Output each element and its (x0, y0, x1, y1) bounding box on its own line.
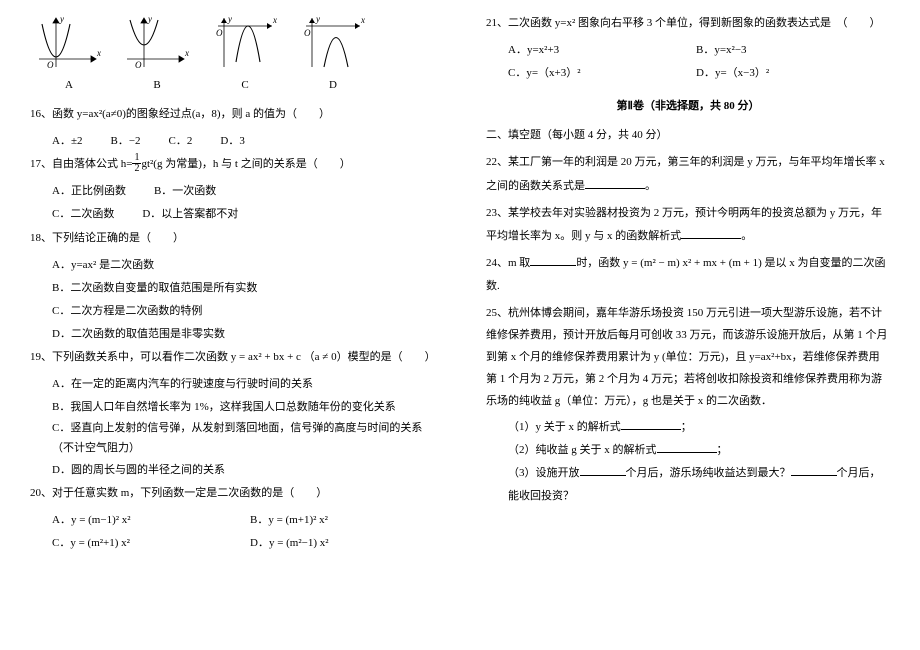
q22: 22、某工厂第一年的利润是 20 万元，第三年的利润是 y 万元，与年平均年增长… (486, 151, 890, 197)
q20-opt-a: A．y = (m−1)² x² (52, 509, 222, 532)
section-2-title: 第Ⅱ卷（非选择题，共 80 分） (486, 95, 890, 118)
q18: 18、下列结论正确的是（ ） (30, 227, 432, 250)
q19-opt-b: B．我国人口年自然增长率为 1%，这样我国人口总数随年份的变化关系 (52, 396, 432, 419)
q25-s3: （3）设施开放个月后，游乐场纯收益达到最大？个月后，能收回投资？ (508, 462, 890, 508)
q21-opt-b: B．y=x²−3 (696, 39, 747, 62)
q17-options-2: C．二次函数 D．以上答案都不对 (52, 203, 432, 226)
svg-text:y: y (315, 14, 320, 24)
q16: 16、函数 y=ax²(a≠0)的图象经过点(a，8)，则 a 的值为（ ） (30, 103, 432, 126)
q20-opt-c: C．y = (m²+1) x² (52, 532, 222, 555)
q20-options-1: A．y = (m−1)² x² B．y = (m+1)² x² (52, 509, 432, 532)
q20-opt-b: B．y = (m+1)² x² (250, 509, 328, 532)
q18-opt-a: A．y=ax² 是二次函数 (52, 254, 432, 277)
q17-post: gt²(g 为常量)，h 与 t 之间的关系是（ ） (141, 158, 350, 170)
q16-options: A．±2 B．−2 C．2 D．3 (52, 130, 432, 153)
svg-text:y: y (147, 14, 152, 24)
q25-s3a: （3）设施开放 (508, 467, 580, 479)
q17-opt-c: C．二次函数 (52, 203, 114, 226)
svg-text:O: O (304, 28, 311, 38)
q25-s2: （2）纯收益 g 关于 x 的解析式 ； (508, 439, 890, 462)
svg-text:y: y (227, 14, 232, 24)
q18-opt-c: C．二次方程是二次函数的特例 (52, 300, 432, 323)
q21-opt-d: D．y=（x−3）² (696, 62, 769, 85)
q19-opt-a: A．在一定的距离内汽车的行驶速度与行驶时间的关系 (52, 373, 432, 396)
q16-opt-a: A．±2 (52, 130, 82, 153)
q25-s1-blank (621, 418, 681, 430)
q25-s3-blank1 (580, 464, 626, 476)
q25-s2-text: （2）纯收益 g 关于 x 的解析式 (508, 444, 657, 456)
svg-text:O: O (135, 60, 142, 70)
q24: 24、m 取时，函数 y = (m² − m) x² + mx + (m + 1… (486, 252, 890, 298)
graph-label-b: B (122, 74, 192, 97)
q17-opt-a: A．正比例函数 (52, 180, 126, 203)
q25-s1-punct: ； (681, 421, 692, 433)
svg-text:O: O (216, 28, 223, 38)
graph-row: x y O A x y O B (34, 12, 432, 97)
q22-period: 。 (645, 180, 656, 192)
q16-opt-c: C．2 (169, 130, 193, 153)
q21-opt-c: C．y=（x+3）² (508, 62, 668, 85)
q17-pre: 17、自由落体公式 h= (30, 158, 132, 170)
q17-opt-b: B．一次函数 (154, 180, 216, 203)
q18-opt-b: B．二次函数自变量的取值范围是所有实数 (52, 277, 432, 300)
svg-text:O: O (47, 60, 54, 70)
q19-opt-d: D．圆的周长与圆的半径之间的关系 (52, 459, 432, 482)
graph-label-d: D (298, 74, 368, 97)
q24-blank (530, 254, 576, 266)
svg-text:x: x (272, 15, 277, 25)
graph-label-c: C (210, 74, 280, 97)
q25-s2-blank (657, 441, 717, 453)
q25-s1-text: （1）y 关于 x 的解析式 (508, 421, 621, 433)
q22-text: 22、某工厂第一年的利润是 20 万元，第三年的利润是 y 万元，与年平均年增长… (486, 156, 885, 191)
q19: 19、下列函数关系中，可以看作二次函数 y = ax² + bx + c （a … (30, 346, 432, 369)
q25-s2-punct: ； (717, 444, 728, 456)
q23: 23、某学校去年对实验器材投资为 2 万元，预计今明两年的投资总额为 y 万元，… (486, 202, 890, 248)
q25-s3b: 个月后，游乐场纯收益达到最大？ (626, 467, 791, 479)
q21-options-1: A．y=x²+3 B．y=x²−3 (508, 39, 890, 62)
q23-period: 。 (741, 230, 752, 242)
q16-opt-b: B．−2 (110, 130, 140, 153)
q17-opt-d: D．以上答案都不对 (142, 203, 238, 226)
svg-text:x: x (96, 48, 101, 58)
q16-opt-d: D．3 (220, 130, 244, 153)
q23-blank (681, 227, 741, 239)
fraction-half: 12 (132, 153, 141, 174)
q20-opt-d: D．y = (m²−1) x² (250, 532, 329, 555)
q25-s1: （1）y 关于 x 的解析式 ； (508, 416, 890, 439)
q22-blank (585, 177, 645, 189)
q20: 20、对于任意实数 m，下列函数一定是二次函数的是（ ） (30, 482, 432, 505)
q25-p1: 25、杭州体博会期间，嘉年华游乐场投资 150 万元引进一项大型游乐设施，若不计… (486, 302, 890, 412)
graph-d: x y O D (298, 12, 368, 97)
q17-options-1: A．正比例函数 B．一次函数 (52, 180, 432, 203)
q25-s3-blank2 (791, 464, 837, 476)
svg-text:x: x (360, 15, 365, 25)
graph-a: x y O A (34, 12, 104, 97)
q21-opt-a: A．y=x²+3 (508, 39, 668, 62)
q24-a: 24、m 取 (486, 257, 530, 269)
q19-opt-c: C．竖直向上发射的信号弹，从发射到落回地面，信号弹的高度与时间的关系（不计空气阻… (52, 419, 432, 459)
right-column: 21、二次函数 y=x² 图象向右平移 3 个单位，得到新图象的函数表达式是 （… (460, 0, 920, 650)
graph-c: x y O C (210, 12, 280, 97)
q17: 17、自由落体公式 h=12gt²(g 为常量)，h 与 t 之间的关系是（ ） (30, 153, 432, 176)
left-column: x y O A x y O B (0, 0, 460, 650)
q18-opt-d: D．二次函数的取值范围是非零实数 (52, 323, 432, 346)
graph-label-a: A (34, 74, 104, 97)
fill-header: 二、填空题（每小题 4 分，共 40 分） (486, 124, 890, 147)
graph-b: x y O B (122, 12, 192, 97)
q21: 21、二次函数 y=x² 图象向右平移 3 个单位，得到新图象的函数表达式是 （… (486, 12, 890, 35)
q21-options-2: C．y=（x+3）² D．y=（x−3）² (508, 62, 890, 85)
svg-text:x: x (184, 48, 189, 58)
svg-text:y: y (59, 14, 64, 24)
q20-options-2: C．y = (m²+1) x² D．y = (m²−1) x² (52, 532, 432, 555)
